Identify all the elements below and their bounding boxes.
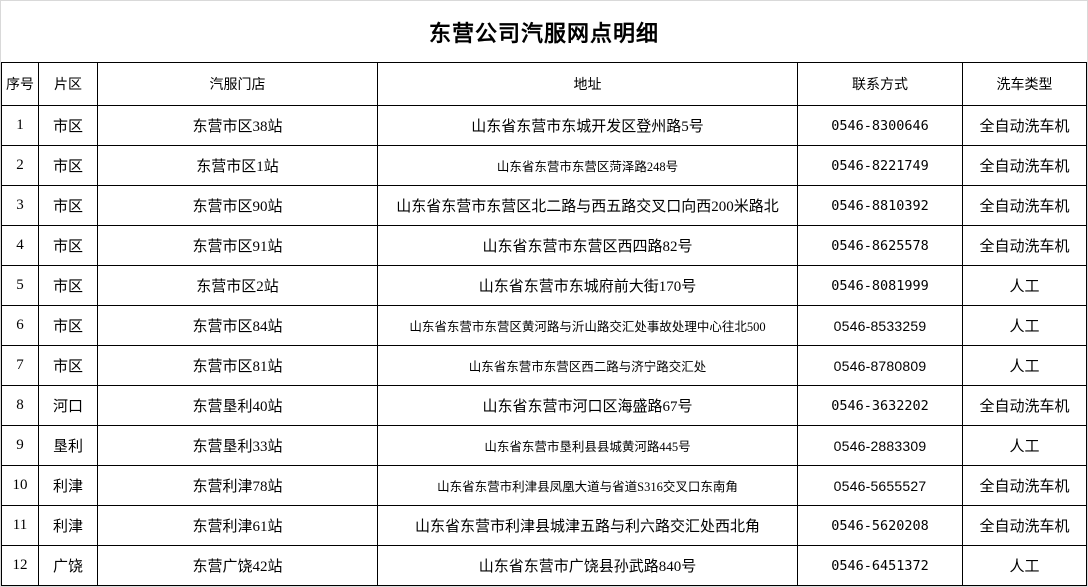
- cell-district: 市区: [38, 265, 98, 306]
- cell-store: 东营广饶42站: [97, 545, 378, 586]
- table-header: 序号 片区 汽服门店 地址 联系方式 洗车类型: [1, 62, 1087, 106]
- cell-district: 市区: [38, 305, 98, 346]
- table-row: 8 河口 东营垦利40站 山东省东营市河口区海盛路67号 0546-3632202 全自动…: [1, 385, 1087, 426]
- cell-wash-type: 全自动洗车机: [962, 225, 1087, 266]
- cell-address: 山东省东营市河口区海盛路67号: [377, 385, 798, 426]
- cell-wash-type: 人工: [962, 305, 1087, 346]
- cell-phone: 0546-2883309: [797, 425, 963, 466]
- cell-index: 9: [1, 425, 39, 466]
- cell-wash-type: 人工: [962, 425, 1087, 466]
- header-wash-type: 洗车类型: [962, 62, 1087, 106]
- cell-address: 山东省东营市利津县城津五路与利六路交汇处西北角: [377, 505, 798, 546]
- table-row: 11 利津 东营利津61站 山东省东营市利津县城津五路与利六路交汇处西北角 0546-5…: [1, 505, 1087, 546]
- table-row: 9 垦利 东营垦利33站 山东省东营市垦利县县城黄河路445号 0546-2883309…: [1, 425, 1087, 466]
- cell-wash-type: 人工: [962, 545, 1087, 586]
- cell-index: 3: [1, 185, 39, 226]
- page-title: 东营公司汽服网点明细: [428, 20, 659, 46]
- table-row: 6 市区 东营市区84站 山东省东营市东营区黄河路与沂山路交汇处事故处理中心往北500…: [1, 305, 1087, 346]
- cell-store: 东营垦利40站: [97, 385, 378, 426]
- cell-phone: 0546-8300646: [797, 105, 963, 146]
- cell-index: 10: [1, 465, 39, 506]
- header-district: 片区: [38, 62, 98, 106]
- cell-wash-type: 全自动洗车机: [962, 465, 1087, 506]
- cell-wash-type: 全自动洗车机: [962, 505, 1087, 546]
- cell-index: 8: [1, 385, 39, 426]
- table-row: 7 市区 东营市区81站 山东省东营市东营区西二路与济宁路交汇处 0546-878080…: [1, 345, 1087, 386]
- cell-store: 东营垦利33站: [97, 425, 378, 466]
- cell-address: 山东省东营市东营区西四路82号: [377, 225, 798, 266]
- table-row: 4 市区 东营市区91站 山东省东营市东营区西四路82号 0546-8625578 全自动…: [1, 225, 1087, 266]
- cell-wash-type: 全自动洗车机: [962, 385, 1087, 426]
- cell-district: 利津: [38, 505, 98, 546]
- cell-address: 山东省东营市利津县凤凰大道与省道S316交叉口东南角: [377, 465, 798, 506]
- cell-address: 山东省东营市东营区北二路与西五路交叉口向西200米路北: [377, 185, 798, 226]
- cell-store: 东营市区91站: [97, 225, 378, 266]
- cell-wash-type: 全自动洗车机: [962, 185, 1087, 226]
- cell-wash-type: 人工: [962, 345, 1087, 386]
- cell-phone: 0546-8081999: [797, 265, 963, 306]
- cell-index: 2: [1, 145, 39, 186]
- table-row: 2 市区 东营市区1站 山东省东营市东营区菏泽路248号 0546-8221749 全自动…: [1, 145, 1087, 186]
- header-phone: 联系方式: [797, 62, 963, 106]
- cell-address: 山东省东营市东城府前大街170号: [377, 265, 798, 306]
- table-row: 5 市区 东营市区2站 山东省东营市东城府前大街170号 0546-8081999 人工: [1, 265, 1087, 306]
- cell-index: 4: [1, 225, 39, 266]
- header-store: 汽服门店: [97, 62, 378, 106]
- title-block: 东营公司汽服网点明细: [1, 1, 1087, 62]
- cell-store: 东营市区1站: [97, 145, 378, 186]
- cell-store: 东营市区84站: [97, 305, 378, 346]
- cell-index: 6: [1, 305, 39, 346]
- cell-phone: 0546-8625578: [797, 225, 963, 266]
- cell-district: 利津: [38, 465, 98, 506]
- cell-district: 市区: [38, 345, 98, 386]
- cell-phone: 0546-8533259: [797, 305, 963, 346]
- cell-address: 山东省东营市东城开发区登州路5号: [377, 105, 798, 146]
- cell-store: 东营利津61站: [97, 505, 378, 546]
- cell-phone: 0546-5620208: [797, 505, 963, 546]
- cell-phone: 0546-3632202: [797, 385, 963, 426]
- cell-phone: 0546-6451372: [797, 545, 963, 586]
- cell-wash-type: 全自动洗车机: [962, 105, 1087, 146]
- header-row: 序号 片区 汽服门店 地址 联系方式 洗车类型: [1, 62, 1087, 106]
- table-row: 12 广饶 东营广饶42站 山东省东营市广饶县孙武路840号 0546-6451372 人…: [1, 545, 1087, 586]
- cell-store: 东营市区81站: [97, 345, 378, 386]
- cell-wash-type: 全自动洗车机: [962, 145, 1087, 186]
- cell-store: 东营利津78站: [97, 465, 378, 506]
- cell-index: 12: [1, 545, 39, 586]
- cell-address: 山东省东营市广饶县孙武路840号: [377, 545, 798, 586]
- network-table: 序号 片区 汽服门店 地址 联系方式 洗车类型 1 市区 东营市区38站 山东省东营市…: [1, 62, 1087, 586]
- cell-district: 市区: [38, 225, 98, 266]
- cell-district: 河口: [38, 385, 98, 426]
- cell-index: 1: [1, 105, 39, 146]
- cell-phone: 0546-8780809: [797, 345, 963, 386]
- cell-phone: 0546-5655527: [797, 465, 963, 506]
- cell-wash-type: 人工: [962, 265, 1087, 306]
- cell-address: 山东省东营市东营区黄河路与沂山路交汇处事故处理中心往北500: [377, 305, 798, 346]
- cell-address: 山东省东营市东营区西二路与济宁路交汇处: [377, 345, 798, 386]
- cell-index: 7: [1, 345, 39, 386]
- cell-district: 市区: [38, 145, 98, 186]
- cell-phone: 0546-8810392: [797, 185, 963, 226]
- cell-store: 东营市区38站: [97, 105, 378, 146]
- cell-phone: 0546-8221749: [797, 145, 963, 186]
- table-row: 10 利津 东营利津78站 山东省东营市利津县凤凰大道与省道S316交叉口东南角 054…: [1, 465, 1087, 506]
- cell-index: 5: [1, 265, 39, 306]
- table-body: 1 市区 东营市区38站 山东省东营市东城开发区登州路5号 0546-8300646 全自…: [1, 105, 1087, 586]
- cell-index: 11: [1, 505, 39, 546]
- cell-district: 市区: [38, 185, 98, 226]
- header-index: 序号: [1, 62, 39, 106]
- cell-district: 市区: [38, 105, 98, 146]
- table-row: 1 市区 东营市区38站 山东省东营市东城开发区登州路5号 0546-8300646 全自…: [1, 105, 1087, 146]
- header-address: 地址: [377, 62, 798, 106]
- cell-address: 山东省东营市垦利县县城黄河路445号: [377, 425, 798, 466]
- cell-district: 广饶: [38, 545, 98, 586]
- cell-store: 东营市区2站: [97, 265, 378, 306]
- cell-address: 山东省东营市东营区菏泽路248号: [377, 145, 798, 186]
- cell-store: 东营市区90站: [97, 185, 378, 226]
- cell-district: 垦利: [38, 425, 98, 466]
- table-row: 3 市区 东营市区90站 山东省东营市东营区北二路与西五路交叉口向西200米路北 054…: [1, 185, 1087, 226]
